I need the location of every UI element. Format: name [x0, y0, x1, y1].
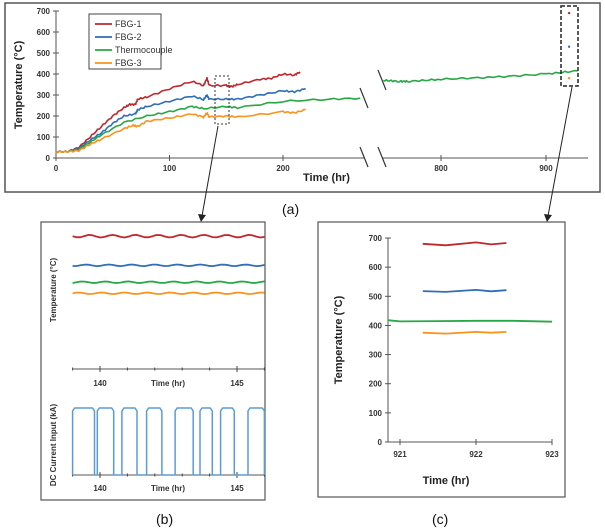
y-tick-label: 500 — [37, 49, 51, 58]
y-tick-label: 400 — [37, 70, 51, 79]
y-tick-label: 500 — [369, 292, 383, 301]
x-axis-label: Time (hr) — [151, 484, 185, 493]
y-axis-label-temperature: Temperature (°C) — [49, 257, 58, 322]
x-axis-label: Time (hr) — [151, 379, 185, 388]
x-tick-label: 800 — [434, 164, 448, 173]
x-tick-label: 921 — [393, 450, 407, 459]
y-tick-label: 700 — [369, 234, 383, 243]
marker-fbg-2 — [567, 45, 571, 48]
legend-label-fbg-2: FBG-2 — [115, 32, 142, 42]
series-fbg-2-line — [422, 288, 507, 293]
x-tick-label: 923 — [545, 450, 559, 459]
y-tick-label: 200 — [37, 112, 51, 121]
x-tick-label: 200 — [276, 164, 290, 173]
series-fbg-3-line — [422, 330, 507, 335]
dc-current-line — [71, 407, 266, 476]
y-tick-label: 100 — [37, 133, 51, 142]
panel-c-frame — [317, 221, 566, 498]
panel-b-frame — [40, 221, 266, 501]
y-axis-label: Temperature (°C) — [333, 295, 345, 384]
axis-break-mark — [359, 87, 369, 109]
arrow-to-b — [201, 125, 219, 217]
x-axis-label: Time (hr) — [303, 172, 350, 184]
marker-fbg-3 — [567, 77, 571, 80]
x-tick-label: 900 — [539, 164, 553, 173]
x-tick-label: 0 — [54, 164, 59, 173]
series-thermocouple-line — [72, 280, 265, 284]
series-thermocouple-line-after-break — [382, 69, 578, 83]
arrowhead-c — [544, 214, 552, 222]
x-tick-label: 100 — [163, 164, 177, 173]
series-fbg-1-line — [422, 241, 507, 247]
series-fbg-1-line — [72, 233, 265, 239]
x-tick-label: 145 — [230, 484, 244, 493]
axis-break-mark — [377, 69, 387, 91]
zoom-box-c — [560, 5, 579, 87]
legend-label-fbg-3: FBG-3 — [115, 58, 142, 68]
series-fbg-3-line — [55, 108, 306, 154]
series-fbg-2-line — [55, 87, 306, 154]
panel-c-chart: 0 100 200 300 400 500 600 700 921 922 923 Time (hr)… — [333, 234, 559, 487]
x-tick-label: 140 — [93, 379, 107, 388]
series-fbg-1-line — [55, 71, 301, 154]
panel-b-chart: 140 145 Time (hr) 140 145 Time (hr) Temperatur… — [49, 233, 266, 493]
x-tick-label: 145 — [230, 379, 244, 388]
y-tick-label: 0 — [46, 154, 51, 163]
y-axis-label: Temperature (°C) — [13, 40, 25, 129]
legend-label-fbg-1: FBG-1 — [115, 19, 142, 29]
y-tick-label: 0 — [378, 438, 383, 447]
marker-fbg-1 — [567, 11, 571, 15]
y-tick-label: 200 — [369, 380, 383, 389]
y-tick-label: 600 — [37, 28, 51, 37]
legend-label-thermocouple: Thermocouple — [115, 45, 173, 55]
y-tick-label: 400 — [369, 321, 383, 330]
series-fbg-2-line — [72, 263, 265, 268]
x-tick-label: 140 — [93, 484, 107, 493]
zoom-box-b — [214, 75, 230, 125]
panel-b-caption: (b) — [156, 511, 173, 527]
y-axis-label-current: DC Current Input (kA) — [49, 404, 58, 487]
axis-break-mark — [377, 146, 387, 168]
y-tick-label: 700 — [37, 7, 51, 16]
series-thermocouple-line — [387, 319, 553, 323]
arrow-to-c — [547, 86, 573, 217]
y-tick-label: 600 — [369, 263, 383, 272]
y-tick-label: 100 — [369, 409, 383, 418]
x-axis-label: Time (hr) — [423, 475, 470, 487]
series-thermocouple-line — [55, 97, 361, 154]
y-tick-label: 300 — [369, 351, 383, 360]
panel-a-caption: (a) — [282, 201, 299, 217]
panel-c-caption: (c) — [432, 511, 448, 527]
series-fbg-3-line — [72, 291, 265, 296]
axis-break-mark — [359, 146, 369, 168]
x-tick-label: 922 — [469, 450, 483, 459]
panel-a-frame — [4, 2, 601, 193]
panel-a-chart: 0 100 200 300 400 500 600 700 0 100 200 800 900 Time … — [13, 5, 588, 222]
y-tick-label: 300 — [37, 91, 51, 100]
arrowhead-b — [198, 214, 206, 222]
